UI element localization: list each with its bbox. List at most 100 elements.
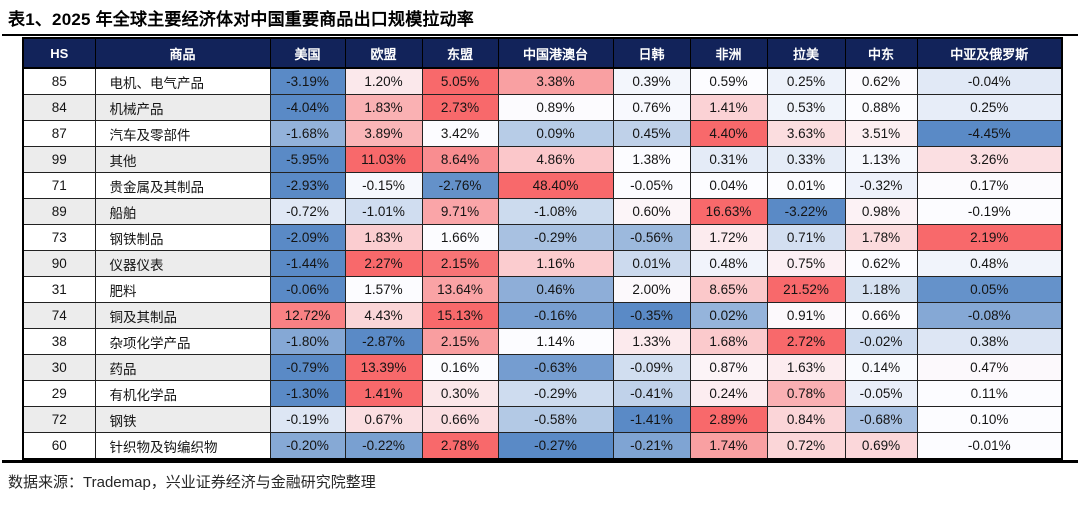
value-cell: 0.47% bbox=[916, 354, 1063, 381]
value-cell: 1.66% bbox=[421, 224, 499, 251]
commodity-name-cell: 钢铁 bbox=[94, 406, 271, 433]
hs-code-cell: 73 bbox=[22, 224, 96, 251]
value-cell: 0.46% bbox=[497, 276, 614, 303]
value-cell: -0.68% bbox=[844, 406, 918, 433]
value-cell: -4.04% bbox=[269, 94, 346, 121]
table-row: 74 铜及其制品 12.72% 4.43% 15.13% -0.16% -0.35% 0.02… bbox=[22, 302, 1063, 329]
value-cell: 1.68% bbox=[689, 328, 768, 355]
hs-code-cell: 30 bbox=[22, 354, 96, 381]
value-cell: -0.09% bbox=[612, 354, 691, 381]
value-cell: 21.52% bbox=[766, 276, 846, 303]
value-cell: -0.05% bbox=[844, 380, 918, 407]
value-cell: 4.86% bbox=[497, 146, 614, 173]
value-cell: 0.10% bbox=[916, 406, 1063, 433]
commodity-name-cell: 汽车及零部件 bbox=[94, 120, 271, 147]
value-cell: 0.48% bbox=[689, 250, 768, 277]
table-row: 73 钢铁制品 -2.09% 1.83% 1.66% -0.29% -0.56% 1.72% 0… bbox=[22, 224, 1063, 251]
value-cell: 9.71% bbox=[421, 198, 499, 225]
value-cell: 0.84% bbox=[766, 406, 846, 433]
commodity-name-cell: 针织物及钩编织物 bbox=[94, 432, 271, 460]
hs-code-cell: 89 bbox=[22, 198, 96, 225]
table-header: HS 商品 美国 欧盟 东盟 中国港澳台 日韩 非洲 拉美 中东 中亚及俄罗斯 bbox=[22, 37, 1063, 69]
value-cell: 0.39% bbox=[612, 67, 691, 95]
table-bottom-divider bbox=[2, 460, 1078, 463]
value-cell: 4.40% bbox=[689, 120, 768, 147]
value-cell: -2.93% bbox=[269, 172, 346, 199]
table-row: 38 杂项化学产品 -1.80% -2.87% 2.15% 1.14% 1.33% 1.68%… bbox=[22, 328, 1063, 355]
value-cell: 13.64% bbox=[421, 276, 499, 303]
value-cell: 1.13% bbox=[844, 146, 918, 173]
value-cell: 1.57% bbox=[344, 276, 423, 303]
value-cell: 1.18% bbox=[844, 276, 918, 303]
column-header: 东盟 bbox=[421, 37, 499, 69]
value-cell: 0.02% bbox=[689, 302, 768, 329]
value-cell: -0.19% bbox=[916, 198, 1063, 225]
value-cell: 0.31% bbox=[689, 146, 768, 173]
value-cell: -0.22% bbox=[344, 432, 423, 460]
value-cell: 0.16% bbox=[421, 354, 499, 381]
value-cell: 0.25% bbox=[766, 67, 846, 95]
table-row: 90 仪器仪表 -1.44% 2.27% 2.15% 1.16% 0.01% 0.48% 0.7… bbox=[22, 250, 1063, 277]
value-cell: 1.20% bbox=[344, 67, 423, 95]
value-cell: -0.19% bbox=[269, 406, 346, 433]
title-divider bbox=[2, 34, 1078, 36]
value-cell: -2.87% bbox=[344, 328, 423, 355]
value-cell: 2.78% bbox=[421, 432, 499, 460]
hs-code-cell: 84 bbox=[22, 94, 96, 121]
value-cell: 0.75% bbox=[766, 250, 846, 277]
table-row: 60 针织物及钩编织物 -0.20% -0.22% 2.78% -0.27% -0.21% 1… bbox=[22, 432, 1063, 460]
value-cell: 0.71% bbox=[766, 224, 846, 251]
value-cell: 2.00% bbox=[612, 276, 691, 303]
value-cell: 0.53% bbox=[766, 94, 846, 121]
hs-code-cell: 99 bbox=[22, 146, 96, 173]
value-cell: 0.05% bbox=[916, 276, 1063, 303]
value-cell: -0.27% bbox=[497, 432, 614, 460]
hs-code-cell: 38 bbox=[22, 328, 96, 355]
value-cell: 0.30% bbox=[421, 380, 499, 407]
value-cell: 5.05% bbox=[421, 67, 499, 95]
value-cell: 0.87% bbox=[689, 354, 768, 381]
column-header: 中国港澳台 bbox=[497, 37, 614, 69]
value-cell: 0.33% bbox=[766, 146, 846, 173]
table-row: 30 药品 -0.79% 13.39% 0.16% -0.63% -0.09% 0.87% 1.… bbox=[22, 354, 1063, 381]
value-cell: 2.27% bbox=[344, 250, 423, 277]
value-cell: 11.03% bbox=[344, 146, 423, 173]
value-cell: -0.35% bbox=[612, 302, 691, 329]
data-source-note: 数据来源：Trademap，兴业证券经济与金融研究院整理 bbox=[8, 474, 376, 491]
hs-code-cell: 87 bbox=[22, 120, 96, 147]
value-cell: -0.06% bbox=[269, 276, 346, 303]
column-header: 日韩 bbox=[612, 37, 691, 69]
value-cell: 2.15% bbox=[421, 250, 499, 277]
value-cell: -0.56% bbox=[612, 224, 691, 251]
value-cell: 3.89% bbox=[344, 120, 423, 147]
value-cell: -1.44% bbox=[269, 250, 346, 277]
hs-code-cell: 85 bbox=[22, 67, 96, 95]
hs-code-cell: 60 bbox=[22, 432, 96, 460]
value-cell: 0.98% bbox=[844, 198, 918, 225]
value-cell: -1.41% bbox=[612, 406, 691, 433]
table-row: 31 肥料 -0.06% 1.57% 13.64% 0.46% 2.00% 8.65% 21.5… bbox=[22, 276, 1063, 303]
value-cell: 0.62% bbox=[844, 250, 918, 277]
commodity-name-cell: 其他 bbox=[94, 146, 271, 173]
value-cell: 1.74% bbox=[689, 432, 768, 460]
value-cell: 8.65% bbox=[689, 276, 768, 303]
value-cell: 15.13% bbox=[421, 302, 499, 329]
table-row: 29 有机化学品 -1.30% 1.41% 0.30% -0.29% -0.41% 0.24%… bbox=[22, 380, 1063, 407]
column-header: 中亚及俄罗斯 bbox=[916, 37, 1063, 69]
value-cell: -0.58% bbox=[497, 406, 614, 433]
value-cell: 0.01% bbox=[766, 172, 846, 199]
commodity-name-cell: 钢铁制品 bbox=[94, 224, 271, 251]
table-row: 85 电机、电气产品 -3.19% 1.20% 5.05% 3.38% 0.39% 0.59%… bbox=[22, 67, 1063, 95]
value-cell: 0.67% bbox=[344, 406, 423, 433]
value-cell: 3.51% bbox=[844, 120, 918, 147]
value-cell: 0.14% bbox=[844, 354, 918, 381]
value-cell: -4.45% bbox=[916, 120, 1063, 147]
column-header: 美国 bbox=[269, 37, 346, 69]
value-cell: -0.72% bbox=[269, 198, 346, 225]
commodity-name-cell: 有机化学品 bbox=[94, 380, 271, 407]
value-cell: 0.17% bbox=[916, 172, 1063, 199]
hs-code-cell: 29 bbox=[22, 380, 96, 407]
value-cell: 0.04% bbox=[689, 172, 768, 199]
value-cell: 0.60% bbox=[612, 198, 691, 225]
value-cell: 0.09% bbox=[497, 120, 614, 147]
